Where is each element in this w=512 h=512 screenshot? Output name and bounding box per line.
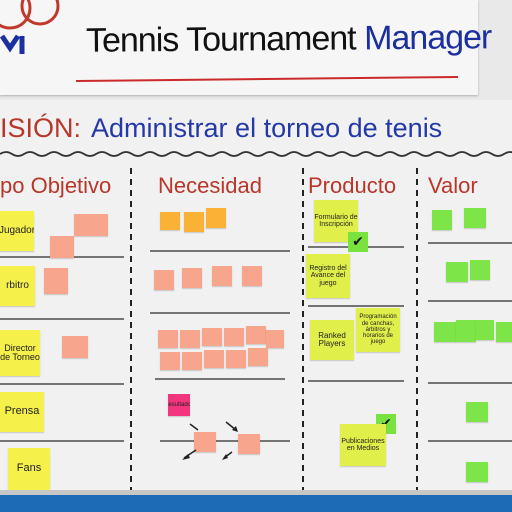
- sticky-note: [160, 212, 180, 230]
- sticky-note: [464, 208, 486, 228]
- title-part-2: Manager: [363, 18, 492, 58]
- row-line: [155, 378, 285, 380]
- wave-divider: [0, 151, 512, 157]
- row-line: [428, 382, 512, 384]
- note-prensa: Prensa: [0, 392, 44, 432]
- arrow-icon: [182, 421, 238, 460]
- column-divider-2: [302, 168, 304, 490]
- sticky-note: [180, 330, 200, 348]
- sticky-note: [202, 328, 222, 346]
- logo-icon: [0, 0, 60, 54]
- board-bottom-edge: [0, 490, 512, 496]
- note-programacion: Programación de canchas, árbitros y hora…: [356, 308, 400, 352]
- sticky-note: [242, 266, 262, 286]
- row-line: [0, 318, 124, 320]
- sticky-note: [226, 350, 246, 368]
- sticky-note: [182, 352, 202, 370]
- row-line: [308, 380, 404, 382]
- title-part-1: Tennis Tournament: [85, 19, 365, 60]
- sticky-note: [466, 462, 488, 482]
- row-line: [160, 440, 290, 442]
- sticky-note: [238, 434, 260, 454]
- note-ranked: Ranked Players: [310, 320, 354, 360]
- sticky-note: [194, 432, 216, 452]
- sticky-note: [184, 212, 204, 232]
- sticky-note: [446, 262, 468, 282]
- row-line: [428, 242, 512, 244]
- note-publicaciones: Publicaciones en Medios: [340, 424, 386, 466]
- check-icon: ✔: [348, 232, 368, 252]
- sticky-note: [74, 214, 108, 236]
- board-sheet: [0, 100, 512, 495]
- wall-strip: [0, 495, 512, 512]
- row-line: [0, 383, 124, 385]
- sticky-note: [206, 208, 226, 228]
- sticky-note: [476, 320, 494, 340]
- sticky-note: [456, 320, 476, 342]
- sticky-note: [466, 402, 488, 422]
- column-heading-objetivo: po Objetivo: [0, 173, 112, 198]
- note-arbitro: rbitro: [0, 266, 35, 306]
- note-jugador: Jugador: [0, 211, 34, 251]
- row-line: [150, 312, 290, 314]
- page-title: Tennis Tournament Manager: [86, 18, 492, 61]
- row-line: [428, 300, 512, 302]
- sticky-note: [248, 348, 268, 366]
- sticky-note: [432, 210, 452, 230]
- sticky-note: [160, 352, 180, 370]
- column-divider-3: [416, 168, 418, 490]
- column-divider-1: [130, 168, 132, 490]
- row-line: [308, 305, 404, 307]
- vision-line: ISIÓN: Administrar el torneo de tenis: [0, 113, 442, 144]
- row-line: [0, 440, 124, 442]
- sticky-note: [266, 330, 284, 348]
- column-heading-producto: Producto: [308, 173, 397, 198]
- sticky-note: [44, 268, 68, 294]
- sticky-note: [50, 236, 74, 258]
- sticky-note: [62, 336, 88, 358]
- sticky-note: [204, 350, 224, 368]
- note-resultados: Resultados: [168, 394, 190, 416]
- vision-text: Administrar el torneo de tenis: [91, 113, 443, 143]
- note-director: Director de Torneo: [0, 330, 40, 376]
- sticky-note: [434, 322, 456, 342]
- sticky-note: [496, 322, 512, 342]
- sticky-note: [224, 328, 244, 346]
- row-line: [150, 250, 290, 252]
- column-heading-necesidad: Necesidad: [158, 173, 262, 198]
- sticky-note: [212, 266, 232, 286]
- column-heading-valor: Valor: [428, 173, 478, 198]
- vision-label: ISIÓN:: [0, 113, 82, 143]
- note-registro: Registro del Avance del juego: [306, 254, 350, 298]
- note-fans: Fans: [8, 448, 50, 490]
- sticky-note: [158, 330, 178, 348]
- sticky-note: [470, 260, 490, 280]
- sticky-note: [154, 270, 174, 290]
- row-line: [428, 440, 512, 442]
- sticky-note: [182, 268, 202, 288]
- sticky-note: [246, 326, 266, 344]
